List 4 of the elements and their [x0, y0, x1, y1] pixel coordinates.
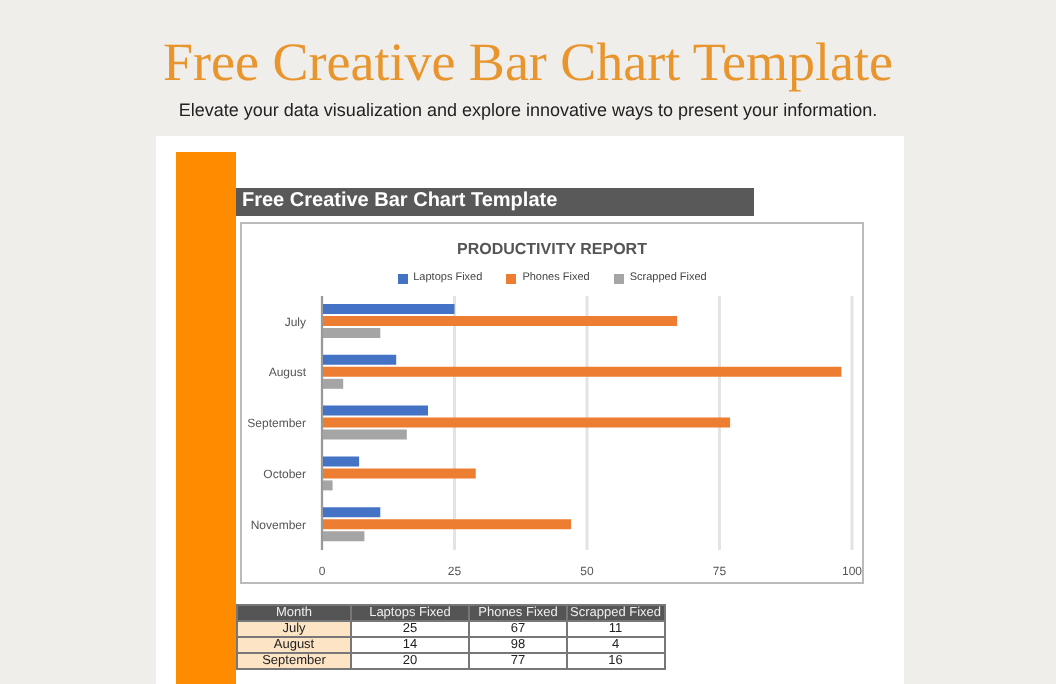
text: PRODUCTIVITY REPORT: [455, 240, 649, 258]
chart-subtitle: Elevate your data visualization and explore innovative ways to present your information.: [176, 100, 880, 120]
chart-title: Free Creative Bar Chart Template: [161, 32, 895, 94]
text: Free Creative Bar Chart Template: [236, 188, 754, 216]
